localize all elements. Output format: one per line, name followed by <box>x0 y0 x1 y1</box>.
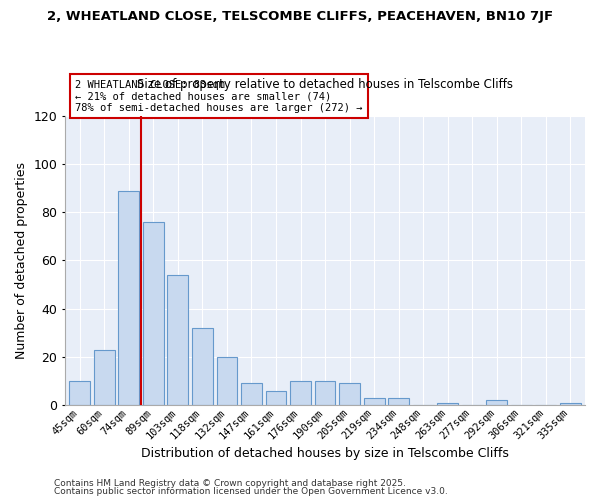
Bar <box>94 350 115 405</box>
Bar <box>167 275 188 405</box>
Bar <box>217 357 238 405</box>
Bar <box>486 400 507 405</box>
Bar <box>266 390 286 405</box>
Bar <box>192 328 213 405</box>
Text: 2 WHEATLAND CLOSE: 83sqm
← 21% of detached houses are smaller (74)
78% of semi-d: 2 WHEATLAND CLOSE: 83sqm ← 21% of detach… <box>76 80 363 113</box>
Bar <box>143 222 164 405</box>
Text: Contains HM Land Registry data © Crown copyright and database right 2025.: Contains HM Land Registry data © Crown c… <box>54 478 406 488</box>
Bar <box>241 384 262 405</box>
Bar <box>364 398 385 405</box>
Bar <box>314 381 335 405</box>
Y-axis label: Number of detached properties: Number of detached properties <box>15 162 28 359</box>
Bar <box>290 381 311 405</box>
Bar <box>388 398 409 405</box>
Bar <box>437 402 458 405</box>
X-axis label: Distribution of detached houses by size in Telscombe Cliffs: Distribution of detached houses by size … <box>141 447 509 460</box>
Text: Contains public sector information licensed under the Open Government Licence v3: Contains public sector information licen… <box>54 487 448 496</box>
Bar <box>118 190 139 405</box>
Bar <box>560 402 581 405</box>
Bar <box>339 384 360 405</box>
Title: Size of property relative to detached houses in Telscombe Cliffs: Size of property relative to detached ho… <box>137 78 513 91</box>
Text: 2, WHEATLAND CLOSE, TELSCOMBE CLIFFS, PEACEHAVEN, BN10 7JF: 2, WHEATLAND CLOSE, TELSCOMBE CLIFFS, PE… <box>47 10 553 23</box>
Bar <box>70 381 90 405</box>
